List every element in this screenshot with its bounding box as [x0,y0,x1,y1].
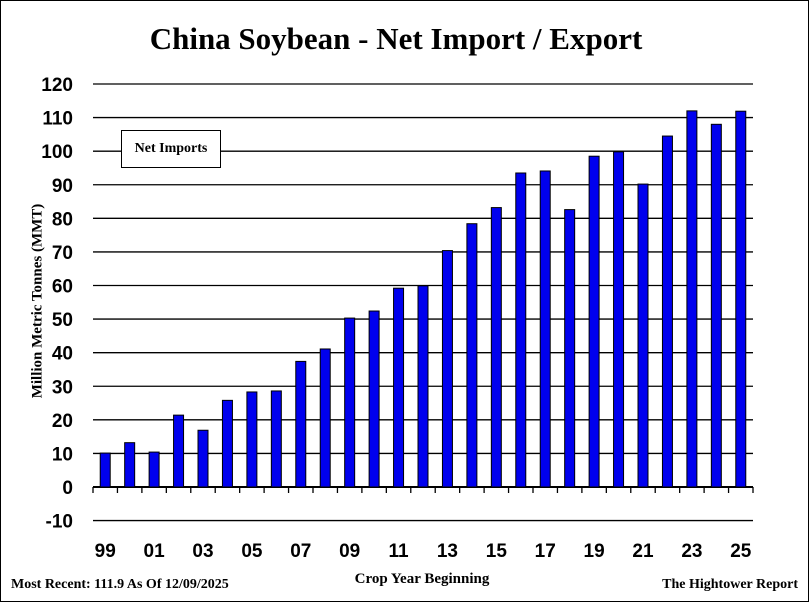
x-tick-label: 99 [95,541,116,562]
bar-23 [686,110,698,488]
y-tick-label: 10 [52,444,73,465]
bar-18 [564,209,576,488]
x-axis-label: Crop Year Beginning [354,571,490,587]
source-credit: The Hightower Report [662,577,798,592]
bar-05 [246,391,258,488]
most-recent-note: Most Recent: 111.9 As Of 12/09/2025 [11,577,229,592]
chart-title: China Soybean - Net Import / Export [149,21,643,56]
x-tick-label: 25 [730,541,752,562]
bar-09 [344,317,356,488]
bar-06 [270,390,282,488]
x-tick-label: 21 [632,541,654,562]
legend-label-net-imports: Net Imports [134,141,208,156]
bar-08 [319,348,331,488]
x-tick-label: 17 [535,541,556,562]
bar-11 [393,287,405,488]
x-tick-label: 15 [486,541,508,562]
x-tick-label: 05 [241,541,263,562]
bar-01 [148,451,160,488]
bar-13 [441,250,453,488]
x-tick-label: 09 [339,541,360,562]
bar-14 [466,223,478,488]
x-tick-label: 11 [389,541,410,562]
bar-17 [539,170,551,488]
bar-16 [515,172,527,488]
y-tick-label: 60 [52,277,73,298]
bar-12 [417,285,429,488]
bar-21 [637,183,649,488]
bar-24 [710,123,722,488]
bar-07 [295,360,307,488]
x-tick-label: 03 [192,541,213,562]
bar-20 [613,151,625,488]
y-tick-label: 70 [52,243,73,264]
bar-03 [197,429,209,488]
y-tick-label: 80 [52,209,73,230]
y-tick-label: 120 [41,75,73,96]
y-tick-label: 40 [52,344,73,365]
y-tick-label: 90 [52,176,73,197]
bar-19 [588,155,600,488]
bar-00 [124,442,136,488]
y-tick-label: 100 [41,142,73,163]
bar-10 [368,310,380,488]
y-tick-label: 50 [52,310,73,331]
bar-02 [173,414,185,488]
bar-99 [99,452,111,488]
x-tick-label: 19 [584,541,605,562]
legend: Net Imports [121,130,221,168]
y-tick-label: -10 [46,512,73,533]
bar-15 [490,207,502,488]
y-tick-label: 20 [52,411,73,432]
x-tick-label: 23 [681,541,702,562]
y-tick-label: 30 [52,377,73,398]
y-tick-label: 0 [62,478,73,499]
x-tick-label: 13 [437,541,458,562]
bar-25 [735,110,747,488]
x-tick-label: 01 [144,541,166,562]
bar-04 [221,399,233,488]
bar-22 [661,135,673,488]
y-tick-label: 110 [42,109,73,130]
x-tick-label: 07 [290,541,311,562]
